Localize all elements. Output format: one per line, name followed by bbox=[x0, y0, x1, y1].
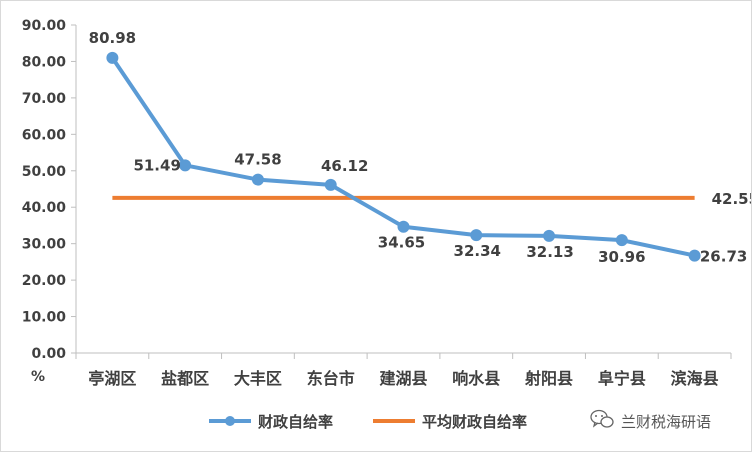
y-tick-label: 40.00 bbox=[22, 200, 67, 216]
data-point bbox=[470, 229, 483, 242]
x-tick-label: 建湖县 bbox=[379, 369, 427, 388]
y-tick-label: 80.00 bbox=[22, 54, 67, 70]
data-point bbox=[251, 173, 264, 186]
x-tick-label: 东台市 bbox=[307, 369, 355, 388]
data-label: 80.98 bbox=[89, 29, 136, 47]
data-label: 46.12 bbox=[321, 157, 368, 175]
x-tick-label: 响水县 bbox=[452, 369, 500, 388]
y-unit-label: % bbox=[31, 369, 45, 385]
data-labels: 80.98 51.49 47.58 46.12 34.65 32.34 32.13 30.96… bbox=[89, 29, 748, 266]
data-label: 26.73 bbox=[700, 248, 747, 266]
legend: 财政自给率 平均财政自给率 bbox=[209, 413, 527, 431]
data-label: 32.13 bbox=[526, 243, 573, 261]
x-tick-label: 射阳县 bbox=[524, 369, 573, 388]
axes bbox=[71, 24, 732, 359]
average-series: 42.55 bbox=[112, 190, 752, 208]
y-tick-label: 70.00 bbox=[22, 91, 67, 107]
data-point bbox=[106, 51, 119, 64]
legend-item-average: 平均财政自给率 bbox=[373, 413, 527, 431]
y-tick-label: 50.00 bbox=[22, 164, 67, 180]
x-tick-label: 阜宁县 bbox=[598, 369, 646, 388]
x-tick-label: 盐都区 bbox=[161, 369, 209, 388]
x-tick-labels: 亭湖区 盐都区 大丰区 东台市 建湖县 响水县 射阳县 阜宁县 滨海县 bbox=[88, 369, 718, 388]
y-tick-label: 20.00 bbox=[22, 273, 67, 289]
data-point bbox=[688, 249, 701, 262]
main-series bbox=[106, 51, 701, 262]
legend-main-label: 财政自给率 bbox=[258, 413, 333, 431]
data-point bbox=[615, 234, 628, 247]
legend-average-label: 平均财政自给率 bbox=[422, 413, 527, 431]
y-tick-label: 90.00 bbox=[22, 18, 67, 34]
data-label: 34.65 bbox=[378, 234, 425, 252]
x-tick-label: 滨海县 bbox=[671, 369, 719, 388]
average-data-label: 42.55 bbox=[712, 190, 751, 208]
data-point bbox=[179, 159, 192, 172]
data-point bbox=[397, 220, 410, 233]
legend-main-marker bbox=[225, 416, 235, 426]
data-point bbox=[543, 229, 556, 242]
data-label: 32.34 bbox=[454, 242, 501, 260]
y-tick-label: 0.00 bbox=[31, 346, 66, 362]
x-tick-label: 大丰区 bbox=[234, 369, 282, 388]
data-label: 51.49 bbox=[133, 156, 180, 174]
watermark-text: 兰财税海研语 bbox=[621, 413, 711, 431]
y-tick-label: 60.00 bbox=[22, 127, 67, 143]
data-point bbox=[324, 178, 337, 191]
y-tick-label: 30.00 bbox=[22, 237, 67, 253]
watermark: 兰财税海研语 bbox=[590, 409, 711, 431]
wechat-chat-icon bbox=[590, 409, 614, 428]
y-tick-label: 10.00 bbox=[22, 310, 67, 326]
x-tick-label: 亭湖区 bbox=[88, 369, 136, 388]
y-tick-labels: 0.00 10.00 20.00 30.00 40.00 50.00 60.00 70.00 8… bbox=[22, 18, 67, 362]
data-label: 30.96 bbox=[598, 248, 645, 266]
legend-item-main: 财政自给率 bbox=[209, 413, 333, 431]
data-label: 47.58 bbox=[234, 151, 281, 169]
